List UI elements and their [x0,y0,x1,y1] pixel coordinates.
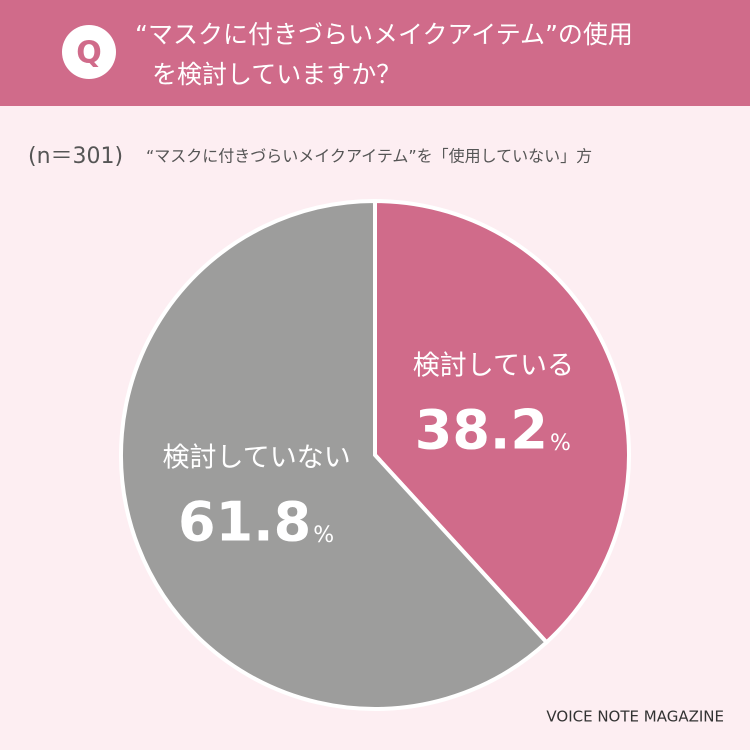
source: VOICE NOTE MAGAZINE [546,708,724,726]
title-line: を検討していますか？ [152,60,401,89]
slice-label: 検討している [413,350,574,381]
slice-value: 61.8 [178,491,311,554]
q-letter: Q [76,36,102,71]
q-icon [62,25,116,79]
subtitle: “マスクに付きづらいメイクアイテム”を「使用していない」方 [146,147,592,166]
slice-label: 検討していない [163,443,351,474]
header-band [0,0,750,106]
sample-size: (n＝301) [28,144,123,169]
slice-value: 38.2 [415,399,548,462]
slice-unit: % [550,431,571,456]
pie-slice [373,198,631,646]
pie-slice [119,198,550,711]
title-line: “マスクに付きづらいメイクアイテム”の使用 [135,20,633,49]
slice-unit: % [313,523,334,548]
